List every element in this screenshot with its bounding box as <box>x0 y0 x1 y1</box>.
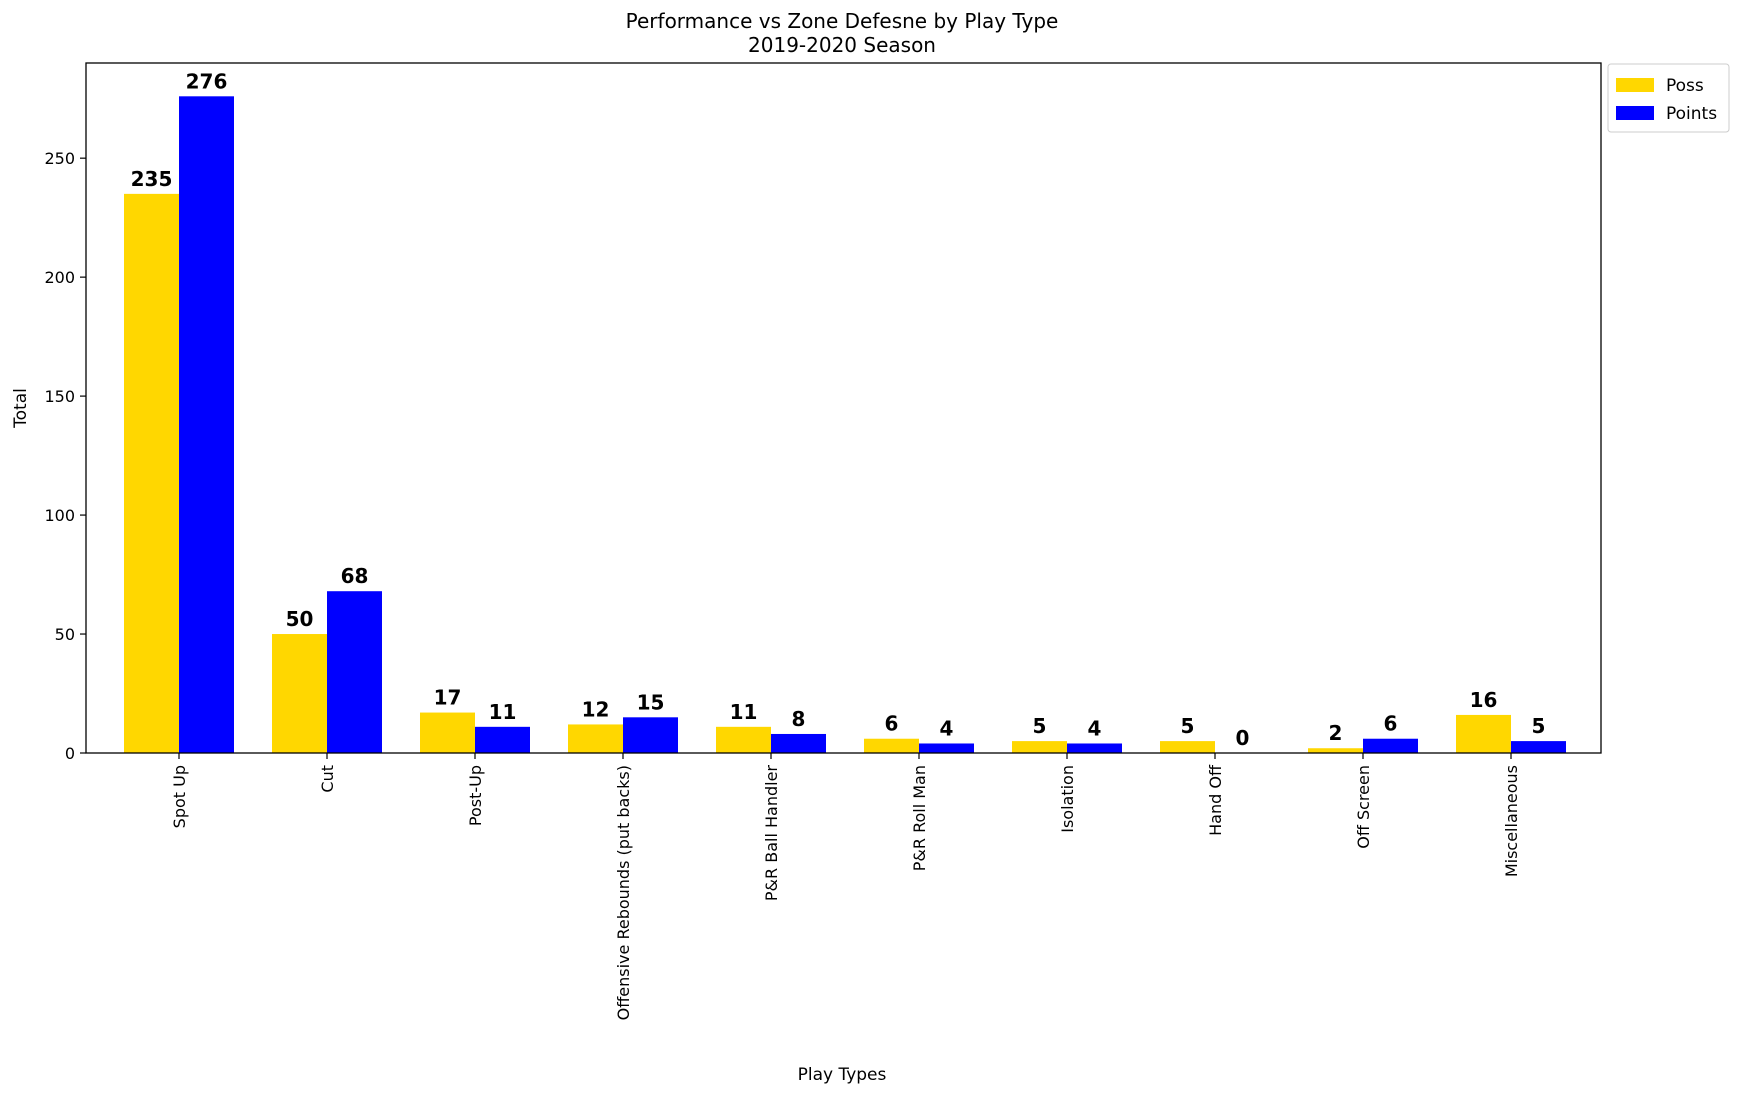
bar-points-5 <box>919 743 974 753</box>
data-label-points-8: 6 <box>1384 712 1398 736</box>
bar-points-3 <box>623 717 678 753</box>
bar-points-4 <box>771 733 826 753</box>
data-label-poss-4: 11 <box>730 700 758 724</box>
bar-poss-1 <box>272 634 327 753</box>
bar-poss-9 <box>1456 714 1511 753</box>
data-label-poss-5: 6 <box>885 712 899 736</box>
data-label-poss-1: 50 <box>286 607 314 631</box>
y-tick-label: 0 <box>65 744 75 763</box>
x-tick-label: P&R Ball Handler <box>762 765 781 902</box>
bar-poss-7 <box>1160 741 1215 753</box>
y-tick-label: 200 <box>44 268 75 287</box>
legend-swatch-poss <box>1616 78 1654 92</box>
x-tick-label: Post-Up <box>466 765 485 826</box>
bar-poss-5 <box>864 738 919 753</box>
y-tick-label: 250 <box>44 149 75 168</box>
data-label-points-1: 68 <box>341 564 369 588</box>
x-tick-label: Miscellaneous <box>1502 765 1521 877</box>
data-label-poss-9: 16 <box>1470 688 1498 712</box>
bar-points-0 <box>179 96 234 753</box>
data-label-poss-3: 12 <box>582 697 610 721</box>
data-label-points-9: 5 <box>1532 714 1546 738</box>
bar-poss-6 <box>1012 741 1067 753</box>
bar-points-6 <box>1067 743 1122 753</box>
x-axis-label: Play Types <box>798 1065 887 1085</box>
data-label-points-4: 8 <box>792 707 806 731</box>
y-tick-label: 50 <box>55 625 75 644</box>
data-label-poss-7: 5 <box>1181 714 1195 738</box>
x-tick-label: Off Screen <box>1354 765 1373 849</box>
data-label-points-7: 0 <box>1236 726 1250 750</box>
chart-subtitle: 2019-2020 Season <box>748 33 936 57</box>
x-tick-label: Hand Off <box>1206 764 1225 836</box>
bars-layer <box>124 96 1566 754</box>
x-tick-label: Spot Up <box>170 765 189 828</box>
data-label-poss-2: 17 <box>434 686 462 710</box>
legend-swatch-points <box>1616 106 1654 120</box>
x-tick-label: Cut <box>318 765 337 793</box>
data-label-points-0: 276 <box>186 69 228 93</box>
bar-poss-4 <box>716 726 771 753</box>
y-tick-label: 100 <box>44 506 75 525</box>
bar-poss-8 <box>1308 748 1363 753</box>
data-label-points-3: 15 <box>637 690 665 714</box>
chart-title: Performance vs Zone Defesne by Play Type <box>626 9 1059 33</box>
y-tick-label: 150 <box>44 387 75 406</box>
y-axis-label: Total <box>11 388 31 429</box>
x-tick-label: Isolation <box>1058 765 1077 833</box>
bar-points-2 <box>475 726 530 753</box>
bar-points-8 <box>1363 738 1418 753</box>
bar-poss-2 <box>420 712 475 753</box>
bar-points-9 <box>1511 741 1566 753</box>
data-label-poss-8: 2 <box>1329 721 1343 745</box>
x-tick-label: P&R Roll Man <box>910 765 929 871</box>
data-label-points-6: 4 <box>1088 716 1102 740</box>
data-label-poss-6: 5 <box>1033 714 1047 738</box>
legend-label-points: Points <box>1666 104 1717 124</box>
legend-label-poss: Poss <box>1666 76 1704 96</box>
bar-poss-0 <box>124 193 179 754</box>
data-label-points-5: 4 <box>940 716 954 740</box>
data-label-points-2: 11 <box>489 700 517 724</box>
legend: Poss Points <box>1607 63 1730 133</box>
data-label-poss-0: 235 <box>131 167 173 191</box>
bar-poss-3 <box>568 724 623 753</box>
bar-points-1 <box>327 591 382 753</box>
x-tick-label: Offensive Rebounds (put backs) <box>614 765 633 1020</box>
plot-frame <box>85 62 1602 754</box>
